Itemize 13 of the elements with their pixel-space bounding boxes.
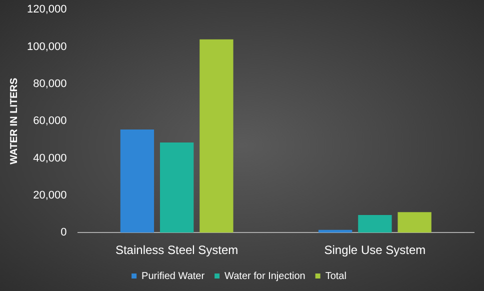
y-tick-label: 120,000 [26, 4, 67, 16]
legend-label: Water for Injection [224, 270, 306, 282]
x-tick-label: Stainless Steel System [115, 243, 238, 258]
y-tick-label: 20,000 [33, 189, 67, 202]
y-axis-title: WATER IN LITERS [8, 78, 20, 164]
x-tick-label: Single Use System [324, 243, 426, 258]
legend-label: Purified Water [142, 270, 206, 282]
y-tick-label: 0 [60, 226, 67, 239]
y-tick-label: 60,000 [33, 115, 67, 128]
y-tick-label: 40,000 [33, 152, 67, 164]
legend-label: Total [325, 270, 346, 282]
y-tick-label: 100,000 [26, 40, 67, 53]
y-tick-label: 80,000 [33, 78, 67, 90]
